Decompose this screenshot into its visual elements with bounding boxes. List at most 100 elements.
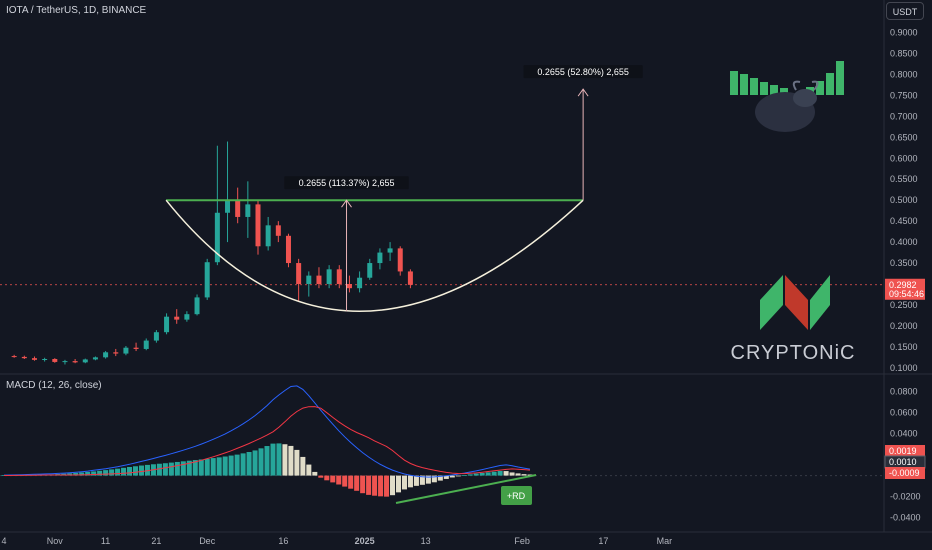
- target-label-large: 0.2655 (52.80%) 2,655: [537, 67, 629, 77]
- macd-histogram-bar: [431, 475, 437, 483]
- logo-bar: [780, 88, 788, 95]
- macd-histogram-bar: [264, 446, 270, 476]
- macd-histogram-bar: [67, 473, 73, 476]
- candle-body: [72, 361, 78, 363]
- candle-body: [123, 347, 129, 354]
- macd-histogram-bar: [336, 475, 342, 485]
- time-tick-label: Mar: [657, 536, 673, 546]
- macd-histogram-bar: [109, 469, 115, 476]
- candle-body: [11, 356, 17, 358]
- time-tick-label: Feb: [514, 536, 530, 546]
- macd-histogram-bar: [527, 474, 533, 476]
- divergence-label: +RD: [507, 491, 526, 501]
- candle-body: [204, 262, 210, 298]
- macd-histogram-bar: [485, 472, 491, 476]
- logo-bar: [740, 74, 748, 95]
- macd-histogram-bar: [473, 473, 479, 476]
- macd-histogram-bar: [348, 475, 354, 489]
- price-tick-label: 0.5000: [890, 195, 918, 205]
- macd-histogram-bar: [276, 443, 282, 476]
- macd-histogram-bar: [246, 452, 252, 476]
- candle-body: [153, 332, 159, 341]
- candle-body: [336, 269, 342, 284]
- macd-histogram-bar: [91, 471, 97, 476]
- price-tick-label: 0.6000: [890, 153, 918, 163]
- candle-body: [194, 297, 200, 315]
- target-label-large-bg: [523, 65, 643, 79]
- macd-histogram-bar: [306, 464, 312, 476]
- macd-histogram-bar: [186, 460, 192, 476]
- macd-histogram-bar: [521, 474, 527, 476]
- macd-value-badge: [885, 445, 925, 457]
- macd-histogram-bar: [467, 474, 473, 476]
- candle-body: [285, 235, 291, 264]
- measure-arrowhead-small: [341, 199, 352, 208]
- macd-histogram-bar: [497, 470, 503, 476]
- macd-histogram-bar: [300, 456, 306, 476]
- macd-histogram-bar: [127, 466, 133, 476]
- current-price-value: 0.2982: [889, 280, 917, 290]
- macd-histogram-bar: [85, 471, 91, 476]
- macd-histogram-bar: [330, 475, 336, 483]
- macd-histogram-bar: [234, 454, 240, 476]
- macd-tick-label: 0.0800: [890, 387, 918, 397]
- macd-histogram-bar: [222, 456, 228, 476]
- divergence-badge: [501, 486, 532, 505]
- macd-histogram-bar: [360, 475, 366, 494]
- macd-value: 0.0010: [889, 457, 917, 467]
- logo-wordmark: CRYPTONiC: [731, 342, 856, 364]
- macd-histogram-bar: [282, 444, 288, 476]
- currency-selector[interactable]: USDT: [886, 2, 924, 20]
- macd-histogram-bar: [491, 471, 497, 476]
- price-tick-label: 0.9000: [890, 28, 918, 38]
- time-tick-label: Dec: [199, 536, 216, 546]
- price-tick-label: 0.1000: [890, 363, 918, 373]
- logo-wing-left: [760, 275, 783, 330]
- candle-countdown: 09:54:46: [889, 289, 924, 299]
- candle-body: [296, 263, 302, 284]
- chart-header: IOTA / TetherUS, 1D, BINANCE: [6, 5, 147, 16]
- time-tick-label: 2025: [355, 536, 375, 546]
- macd-histogram-bar: [503, 471, 509, 476]
- macd-histogram-bar: [204, 458, 210, 476]
- price-tick-label: 0.8000: [890, 69, 918, 79]
- macd-histogram-bar: [378, 475, 384, 497]
- macd-value: -0.0009: [889, 468, 920, 478]
- candle-body: [316, 275, 322, 284]
- bull-horns: [792, 80, 819, 91]
- macd-histogram-bar: [73, 472, 79, 476]
- macd-histogram-bar: [342, 475, 348, 487]
- macd-histogram-bar: [240, 453, 246, 476]
- price-tick-label: 0.8500: [890, 49, 918, 59]
- candle-body: [225, 200, 231, 213]
- macd-histogram-bar: [1, 475, 7, 476]
- macd-histogram-bar: [270, 443, 276, 476]
- macd-histogram-bar: [449, 475, 455, 478]
- macd-histogram-bar: [461, 475, 467, 476]
- macd-histogram-bar: [103, 470, 109, 476]
- candle-body: [306, 275, 312, 284]
- candle-body: [245, 204, 251, 217]
- macd-histogram-bar: [216, 457, 222, 476]
- macd-histogram-bar: [180, 461, 186, 476]
- macd-histogram-bar: [252, 450, 258, 476]
- price-tick-label: 0.2500: [890, 300, 918, 310]
- macd-histogram-bar: [132, 466, 139, 476]
- candle-body: [184, 314, 190, 320]
- macd-indicator-label[interactable]: MACD (12, 26, close): [6, 380, 102, 391]
- time-tick-label: Nov: [47, 536, 64, 546]
- target-label-small: 0.2655 (113.37%) 2,655: [299, 178, 395, 188]
- candle-body: [214, 212, 220, 263]
- candle-body: [103, 352, 109, 358]
- macd-histogram-bar: [384, 475, 390, 497]
- macd-tick-label: 0.0600: [890, 408, 918, 418]
- time-tick-label: 4: [1, 536, 6, 546]
- candle-body: [92, 357, 98, 360]
- candle-body: [62, 361, 68, 363]
- macd-histogram-bar: [288, 445, 294, 476]
- macd-line: [3, 385, 531, 478]
- macd-tick-label: -0.0400: [890, 513, 921, 523]
- macd-histogram-bar: [425, 475, 431, 484]
- price-tick-label: 0.4500: [890, 216, 918, 226]
- macd-histogram-bar: [174, 461, 180, 476]
